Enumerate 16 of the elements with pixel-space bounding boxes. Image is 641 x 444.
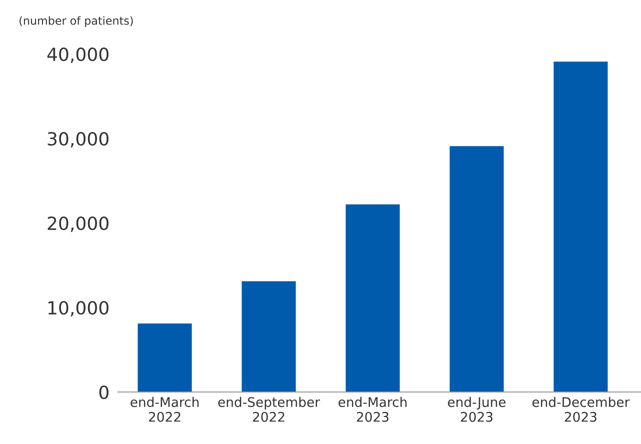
x-tick-label: end-December 2023 [532, 396, 630, 422]
y-tick-label: 0 [99, 385, 108, 400]
bar [138, 324, 192, 392]
bar [346, 204, 400, 392]
x-tick-label: end-September 2022 [218, 396, 320, 422]
x-tick-label: end-March 2022 [130, 396, 199, 422]
y-tick-label: 10,000 [48, 300, 108, 316]
bar [554, 62, 608, 392]
y-tick-label: 20,000 [48, 216, 108, 232]
y-axis-title: (number of patients) [20, 16, 133, 27]
x-tick-label: end-March 2023 [338, 396, 407, 422]
bar [242, 281, 296, 392]
y-tick-label: 40,000 [47, 47, 108, 63]
bar [450, 146, 504, 392]
y-tick-label: 30,000 [48, 132, 108, 148]
x-tick-label: end-June 2023 [448, 396, 506, 422]
